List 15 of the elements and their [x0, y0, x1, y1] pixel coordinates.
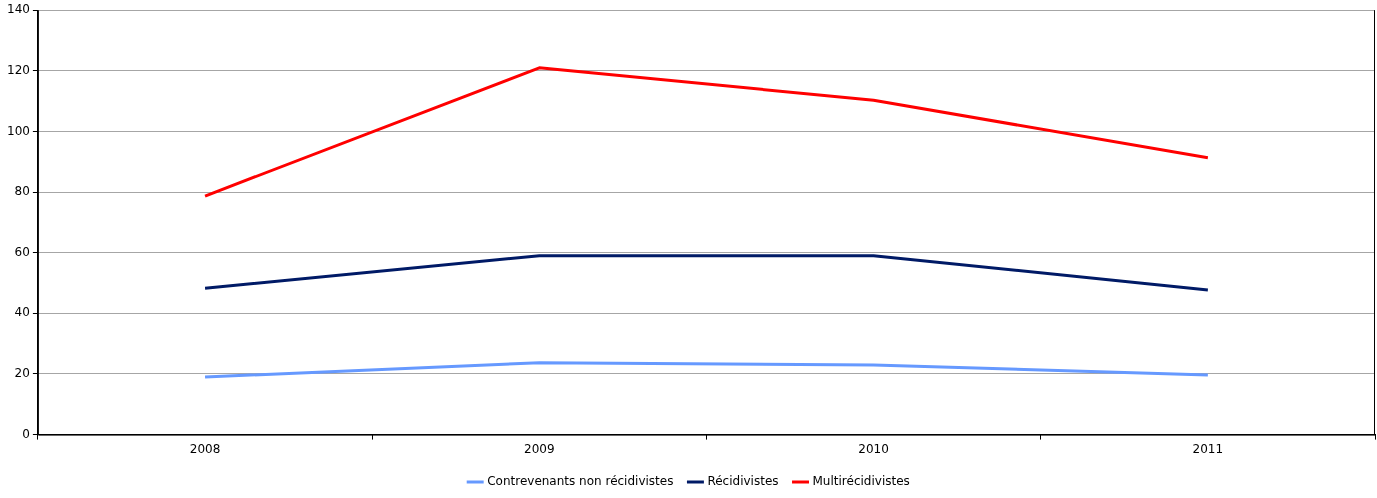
- y-tick-label: 0: [22, 426, 30, 441]
- y-tick-label: 100: [7, 123, 30, 138]
- y-tick-label: 60: [14, 244, 30, 259]
- x-tick-label: 2008: [189, 441, 221, 456]
- x-tick-label: 2009: [524, 441, 555, 456]
- legend-label: Multirécidivistes: [812, 474, 910, 489]
- y-tick-label: 120: [7, 62, 30, 77]
- legend-label: Récidivistes: [707, 474, 779, 489]
- y-tick-label: 80: [14, 184, 30, 199]
- y-tick-label: 40: [14, 305, 30, 320]
- y-tick-label: 20: [14, 366, 30, 381]
- legend-label: Contrevenants non récidivistes: [487, 474, 674, 489]
- y-tick-label: 140: [7, 2, 30, 17]
- x-tick-label: 2011: [1192, 441, 1224, 456]
- x-tick-label: 2010: [858, 441, 889, 456]
